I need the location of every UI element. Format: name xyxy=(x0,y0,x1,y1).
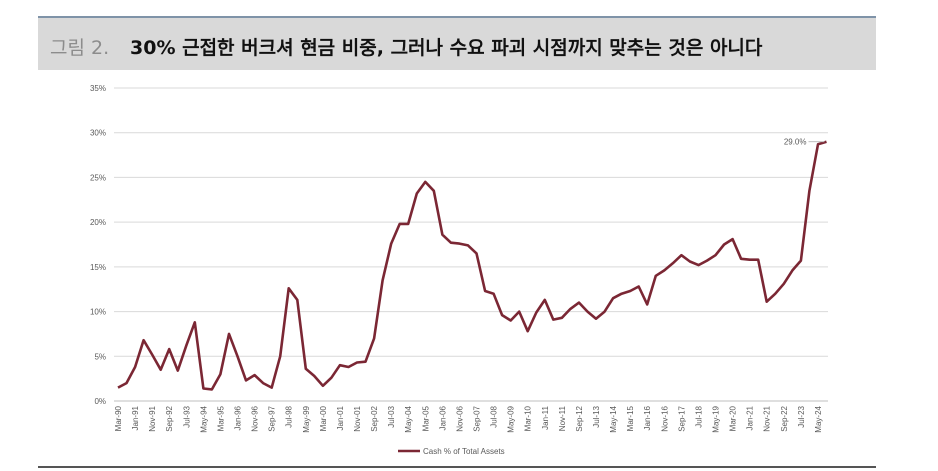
x-tick-label: Jul-23 xyxy=(797,405,806,427)
x-tick-label: Jul-13 xyxy=(592,405,601,427)
x-tick-label: Nov-91 xyxy=(148,405,157,431)
x-tick-label: Mar-05 xyxy=(421,405,430,431)
y-tick-label: 25% xyxy=(90,173,106,182)
x-tick-label: Jan-16 xyxy=(643,405,652,430)
x-tick-label: Sep-07 xyxy=(473,405,482,431)
data-line xyxy=(117,140,827,391)
x-tick-label: Jan-96 xyxy=(234,405,243,430)
x-tick-label: Mar-20 xyxy=(729,405,738,431)
x-tick-label: May-09 xyxy=(507,405,516,432)
x-tick-label: Nov-11 xyxy=(558,405,567,431)
x-tick-label: Mar-00 xyxy=(319,405,328,431)
chart-title: 30% 근접한 버크셔 현금 비중, 그러나 수요 파괴 시점까지 맞추는 것은… xyxy=(130,37,763,59)
figure-header: 그림 2. 30% 근접한 버크셔 현금 비중, 그러나 수요 파괴 시점까지 … xyxy=(38,18,876,70)
x-tick-label: Jan-21 xyxy=(746,405,755,430)
x-tick-label: Jul-18 xyxy=(694,405,703,427)
x-tick-label: Mar-15 xyxy=(626,405,635,431)
x-tick-label: May-04 xyxy=(404,405,413,432)
y-tick-label: 0% xyxy=(94,397,106,406)
y-tick-label: 35% xyxy=(90,84,106,93)
x-tick-label: Sep-22 xyxy=(780,405,789,431)
x-tick-label: Nov-01 xyxy=(353,405,362,431)
x-tick-label: May-94 xyxy=(199,405,208,432)
x-tick-label: May-19 xyxy=(712,405,721,432)
x-tick-label: Nov-06 xyxy=(455,405,464,431)
x-tick-label: Sep-92 xyxy=(165,405,174,431)
x-tick-label: Jul-03 xyxy=(387,405,396,427)
x-tick-label: Jul-08 xyxy=(490,405,499,427)
x-tick-label: Nov-96 xyxy=(251,405,260,431)
y-tick-label: 15% xyxy=(90,263,106,272)
x-tick-label: Sep-12 xyxy=(575,405,584,431)
x-tick-label: Jan-01 xyxy=(336,405,345,430)
y-tick-label: 5% xyxy=(94,352,106,361)
figure-label: 그림 2. xyxy=(50,37,110,59)
x-tick-label: Jan-06 xyxy=(438,405,447,430)
x-tick-label: Mar-95 xyxy=(216,405,225,431)
x-tick-label: Jul-98 xyxy=(285,405,294,427)
x-tick-label: Mar-90 xyxy=(114,405,123,431)
legend-label: Cash % of Total Assets xyxy=(423,447,505,456)
x-tick-label: May-99 xyxy=(302,405,311,432)
x-tick-label: Mar-10 xyxy=(524,405,533,431)
y-tick-label: 30% xyxy=(90,129,106,138)
y-tick-label: 10% xyxy=(90,308,106,317)
x-tick-label: May-14 xyxy=(609,405,618,432)
x-tick-label: Sep-02 xyxy=(370,405,379,431)
x-tick-label: Jul-93 xyxy=(182,405,191,427)
x-tick-label: Jan-91 xyxy=(131,405,140,430)
x-tick-label: Nov-16 xyxy=(660,405,669,431)
top-rule xyxy=(38,16,876,18)
x-tick-label: Sep-97 xyxy=(268,405,277,431)
x-tick-label: Nov-21 xyxy=(763,405,772,431)
x-tick-label: May-24 xyxy=(814,405,823,432)
y-tick-label: 20% xyxy=(90,218,106,227)
bottom-rule xyxy=(38,466,876,468)
data-label: 29.0% xyxy=(784,138,807,147)
x-tick-label: Jan-11 xyxy=(541,405,550,429)
x-tick-label: Sep-17 xyxy=(677,405,686,431)
